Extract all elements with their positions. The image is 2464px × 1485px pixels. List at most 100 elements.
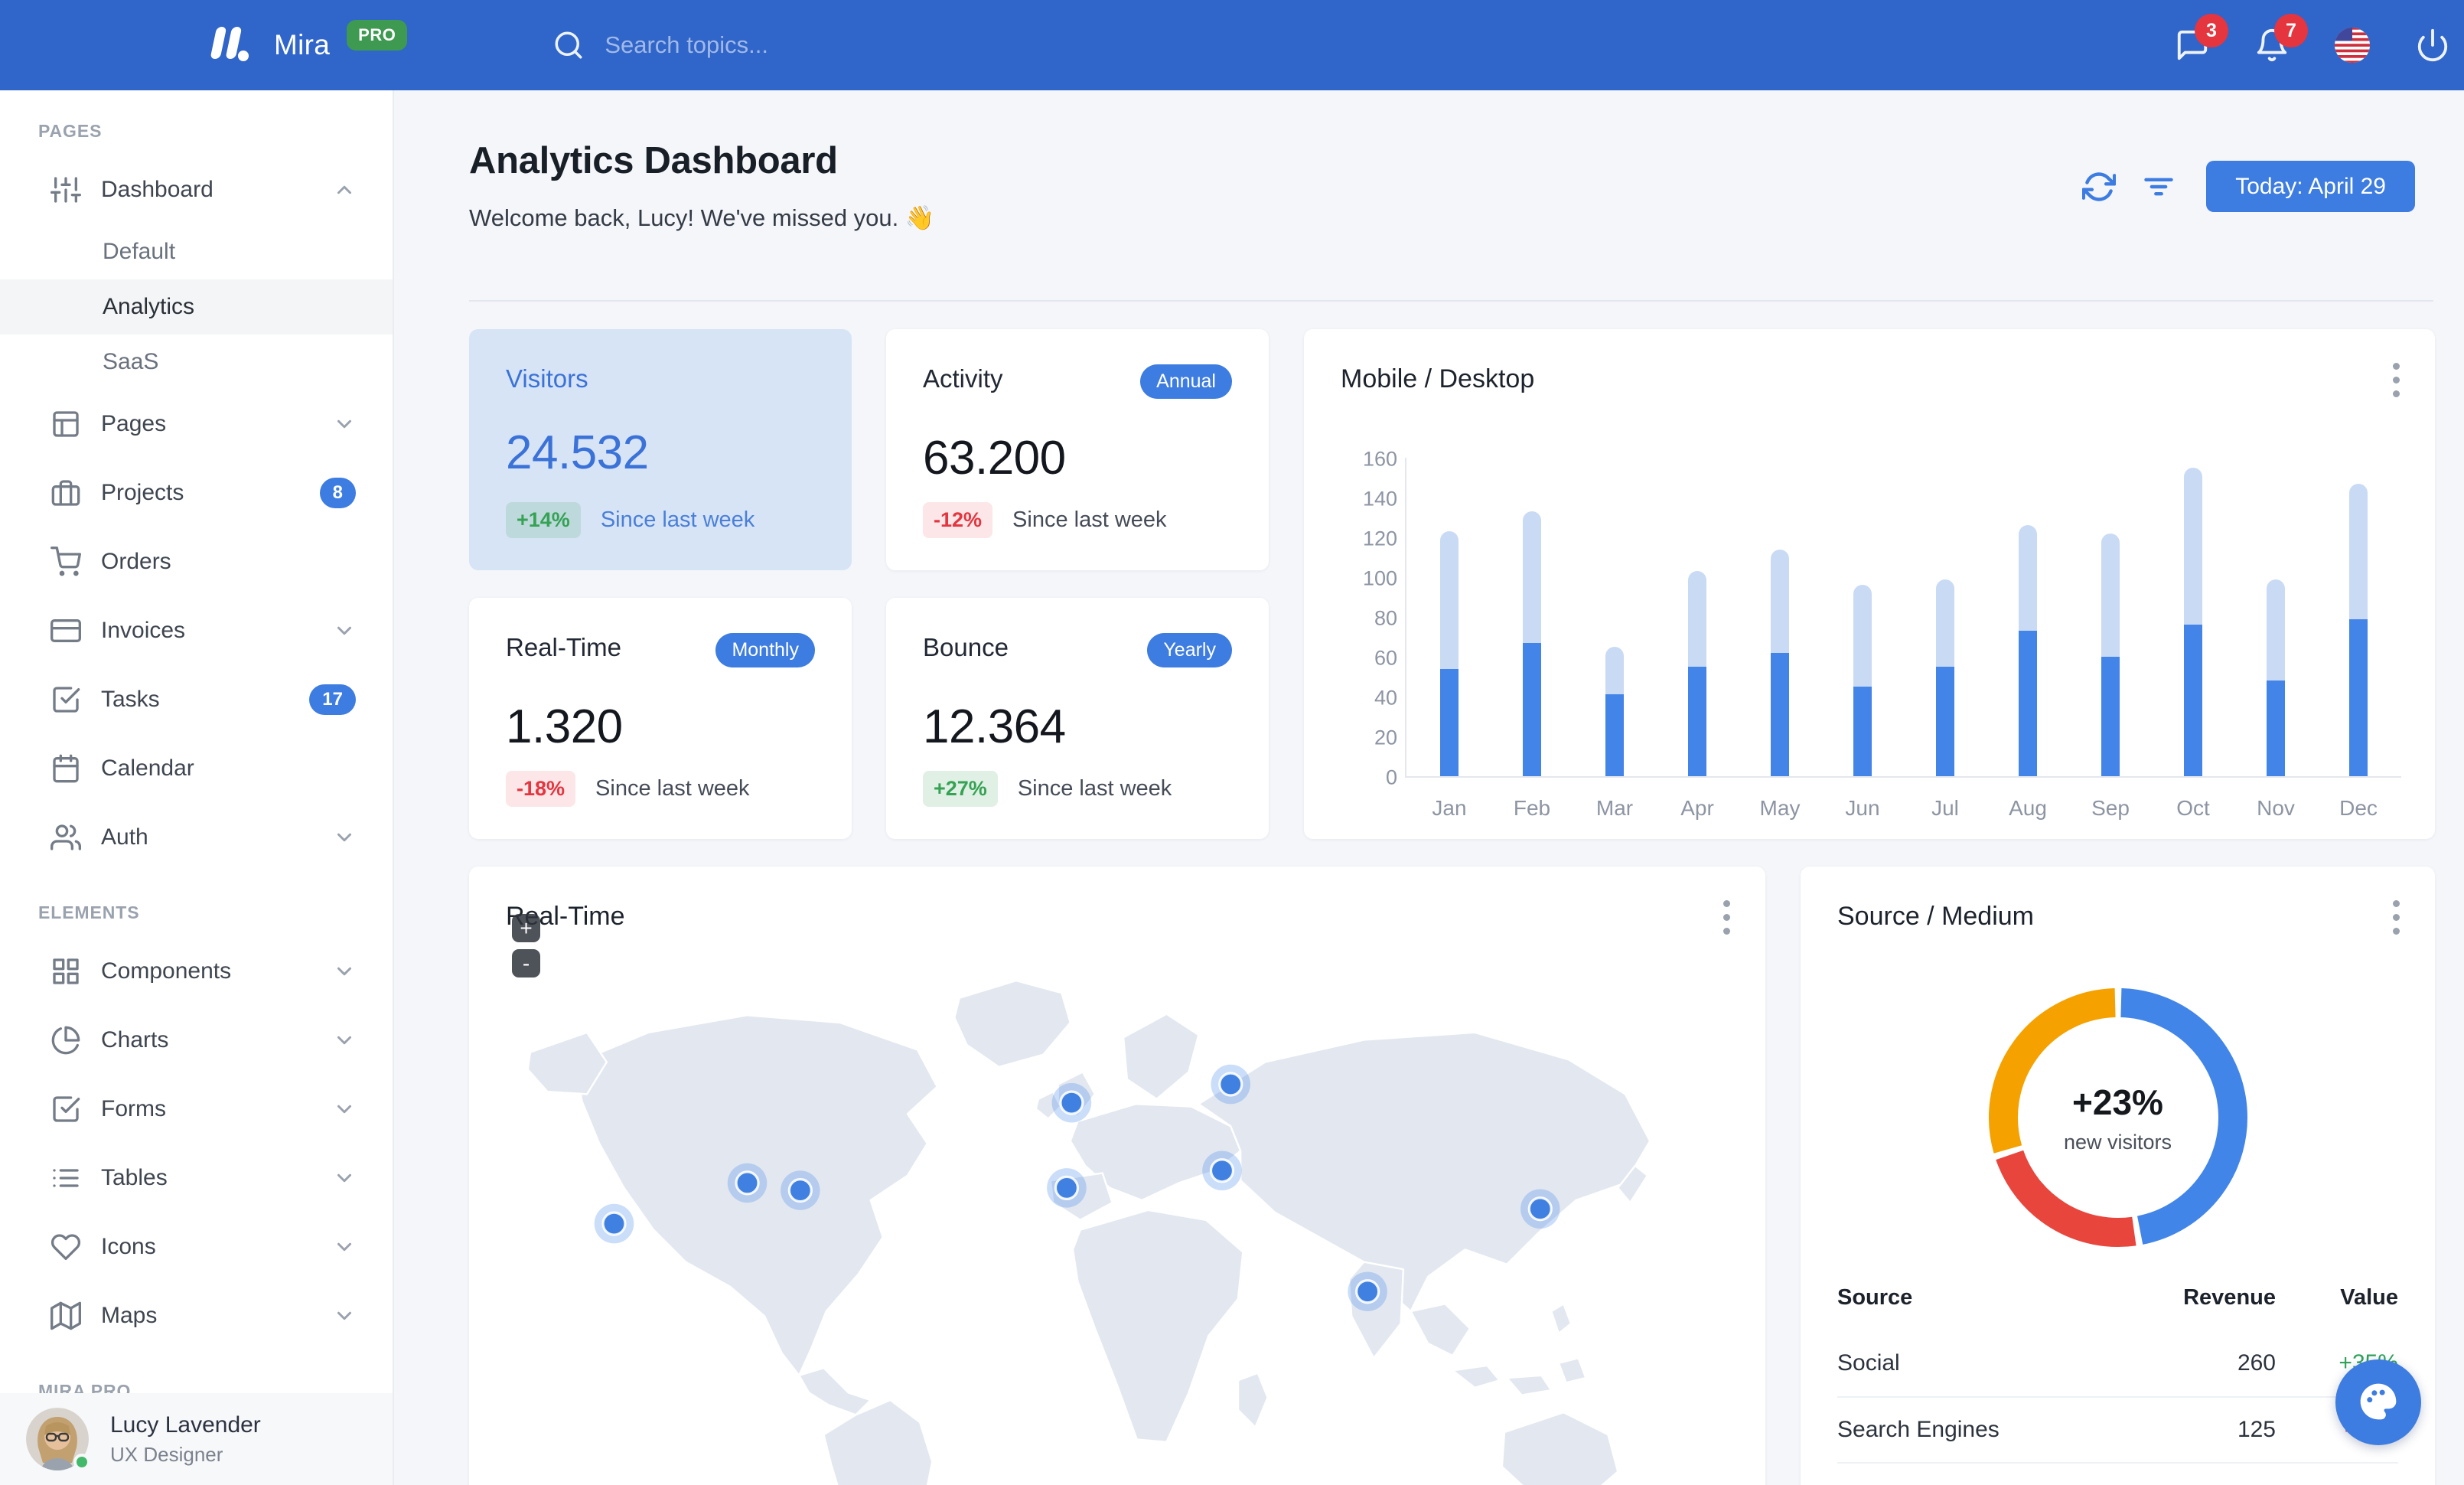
avatar bbox=[26, 1408, 90, 1470]
sidebar-item-orders[interactable]: Orders bbox=[0, 527, 393, 596]
sidebar-item-projects[interactable]: Projects 8 bbox=[0, 459, 393, 527]
stat-title: Real-Time bbox=[506, 633, 621, 661]
map-marker[interactable] bbox=[1527, 1196, 1553, 1222]
map-zoom-controls: + - bbox=[512, 914, 540, 977]
period-pill[interactable]: Yearly bbox=[1147, 633, 1232, 667]
donut-segment-search-engines bbox=[1995, 1150, 2136, 1247]
map-zoom-out-button[interactable]: - bbox=[512, 949, 540, 977]
sidebar-subitem-analytics[interactable]: Analytics bbox=[0, 279, 393, 335]
sidebar-item-pages[interactable]: Pages bbox=[0, 390, 393, 459]
table-header-row: Source Revenue Value bbox=[1837, 1284, 2398, 1310]
stat-delta-badge: +14% bbox=[506, 502, 581, 538]
heart-icon bbox=[51, 1232, 81, 1262]
search-box bbox=[552, 29, 927, 61]
map-marker[interactable] bbox=[1209, 1158, 1235, 1183]
map-marker[interactable] bbox=[1059, 1090, 1084, 1115]
sidebar-item-calendar[interactable]: Calendar bbox=[0, 734, 393, 803]
pro-badge: PRO bbox=[347, 20, 408, 51]
stat-delta-badge: +27% bbox=[923, 771, 998, 807]
mobile-desktop-chart-card: Mobile / Desktop 0 20 40 60 80 100 120 140 160 J… bbox=[1304, 329, 2435, 839]
map-marker[interactable] bbox=[787, 1177, 813, 1203]
sidebar: PAGES Dashboard Default Analytics SaaS Pages P… bbox=[0, 90, 394, 1485]
sidebar-item-dashboard[interactable]: Dashboard bbox=[0, 155, 393, 224]
stat-caption: Since last week bbox=[1012, 508, 1167, 532]
map-marker[interactable] bbox=[1054, 1175, 1080, 1200]
notifications-bell-icon[interactable]: 7 bbox=[2254, 14, 2308, 63]
bar-apr: Apr bbox=[1680, 458, 1714, 820]
map-marker[interactable] bbox=[735, 1170, 760, 1196]
map-card-title: Real-Time bbox=[506, 902, 625, 931]
search-input[interactable] bbox=[605, 31, 927, 59]
card-menu-icon[interactable] bbox=[2391, 900, 2401, 935]
chevron-down-icon bbox=[333, 1029, 356, 1052]
card-menu-icon[interactable] bbox=[1721, 900, 1732, 935]
map-marker[interactable] bbox=[1218, 1072, 1243, 1097]
stat-title: Bounce bbox=[923, 633, 1009, 661]
grid-icon bbox=[51, 956, 81, 987]
power-icon[interactable] bbox=[2415, 28, 2450, 63]
sidebar-nav: PAGES Dashboard Default Analytics SaaS Pages P… bbox=[0, 90, 393, 1415]
sidebar-item-auth[interactable]: Auth bbox=[0, 803, 393, 872]
us-flag-icon[interactable] bbox=[2334, 27, 2371, 64]
theme-settings-button[interactable] bbox=[2335, 1359, 2421, 1445]
sliders-icon bbox=[51, 175, 82, 205]
stat-caption: Since last week bbox=[600, 508, 755, 532]
sidebar-item-tasks[interactable]: Tasks 17 bbox=[0, 665, 393, 734]
messages-count-badge: 3 bbox=[2195, 14, 2228, 47]
list-icon bbox=[51, 1163, 81, 1193]
bar-feb: Feb bbox=[1514, 458, 1550, 820]
stat-caption: Since last week bbox=[1017, 776, 1172, 801]
sidebar-item-forms[interactable]: Forms bbox=[0, 1075, 393, 1144]
source-medium-donut: +23% new visitors bbox=[1980, 980, 2256, 1255]
sidebar-item-tables[interactable]: Tables bbox=[0, 1144, 393, 1212]
donut-center-label: +23% new visitors bbox=[2063, 1082, 2172, 1154]
sidebar-user-footer[interactable]: Lucy Lavender UX Designer bbox=[0, 1393, 393, 1485]
bar-jun: Jun bbox=[1845, 458, 1880, 820]
stat-value: 1.320 bbox=[506, 700, 623, 753]
chevron-down-icon bbox=[333, 1167, 356, 1190]
sidebar-subitem-default[interactable]: Default bbox=[103, 239, 176, 264]
stat-card-bounce: Bounce Yearly 12.364 +27% Since last week bbox=[886, 598, 1269, 839]
search-icon bbox=[552, 29, 585, 61]
bar-dec: Dec bbox=[2339, 458, 2378, 820]
brand[interactable]: Mira PRO bbox=[204, 20, 408, 70]
bar-nov: Nov bbox=[2257, 458, 2295, 820]
sidebar-section-label: ELEMENTS bbox=[38, 902, 140, 922]
sidebar-item-components[interactable]: Components bbox=[0, 937, 393, 1006]
navbar-actions: 3 7 bbox=[2175, 14, 2450, 64]
donut-segment-social bbox=[2120, 988, 2247, 1245]
map-marker[interactable] bbox=[1355, 1279, 1380, 1304]
chevron-down-icon bbox=[333, 1235, 356, 1258]
date-range-button[interactable]: Today: April 29 bbox=[2206, 161, 2415, 212]
sidebar-item-icons[interactable]: Icons bbox=[0, 1212, 393, 1281]
map-icon bbox=[51, 1301, 82, 1331]
filter-icon[interactable] bbox=[2142, 170, 2176, 204]
count-badge: 8 bbox=[319, 478, 356, 508]
card-menu-icon[interactable] bbox=[2391, 363, 2401, 397]
source-medium-card: Source / Medium +23% new visitors Source… bbox=[1801, 867, 2435, 1485]
messages-icon[interactable]: 3 bbox=[2175, 14, 2228, 63]
world-map[interactable] bbox=[477, 946, 1758, 1485]
sidebar-item-charts[interactable]: Charts bbox=[0, 1006, 393, 1075]
sidebar-item-invoices[interactable]: Invoices bbox=[0, 596, 393, 665]
count-badge: 17 bbox=[309, 684, 356, 715]
stat-card-visitors: Visitors 24.532 +14% Since last week bbox=[469, 329, 852, 570]
brand-name: Mira bbox=[274, 29, 331, 60]
refresh-icon[interactable] bbox=[2081, 170, 2117, 204]
source-medium-title: Source / Medium bbox=[1837, 902, 2034, 931]
period-pill[interactable]: Annual bbox=[1140, 364, 1232, 399]
chevron-down-icon bbox=[333, 826, 356, 849]
page-header: Analytics Dashboard Welcome back, Lucy! … bbox=[469, 139, 934, 232]
period-pill[interactable]: Monthly bbox=[715, 633, 815, 667]
chevron-down-icon bbox=[333, 413, 356, 436]
map-zoom-in-button[interactable]: + bbox=[512, 914, 540, 942]
stat-value: 63.200 bbox=[923, 432, 1066, 485]
palette-icon bbox=[2357, 1380, 2400, 1425]
sidebar-item-maps[interactable]: Maps bbox=[0, 1281, 393, 1350]
chevron-down-icon bbox=[333, 960, 356, 983]
map-marker[interactable] bbox=[601, 1211, 627, 1236]
sidebar-subitem-saas[interactable]: SaaS bbox=[103, 349, 159, 374]
